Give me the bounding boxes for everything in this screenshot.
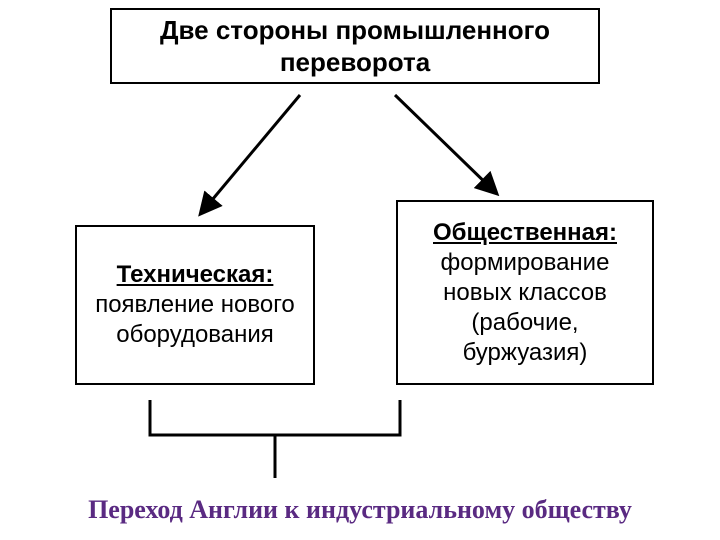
title-node: Две стороны промышленного переворота: [110, 8, 600, 84]
title-text: Две стороны промышленного переворота: [112, 14, 598, 79]
left-node: Техническая: появление нового оборудован…: [75, 225, 315, 385]
right-body: формирование новых классов (рабочие, бур…: [441, 249, 610, 366]
arrow-right: [395, 95, 495, 192]
arrow-left: [202, 95, 300, 212]
right-node: Общественная: формирование новых классов…: [396, 200, 654, 385]
right-heading: Общественная:: [433, 219, 617, 246]
left-heading: Техническая:: [117, 261, 274, 288]
conclusion-text: Переход Англии к индустриальному обществ…: [0, 495, 720, 525]
left-body: появление нового оборудования: [95, 291, 295, 348]
merge-bracket: [150, 400, 400, 435]
